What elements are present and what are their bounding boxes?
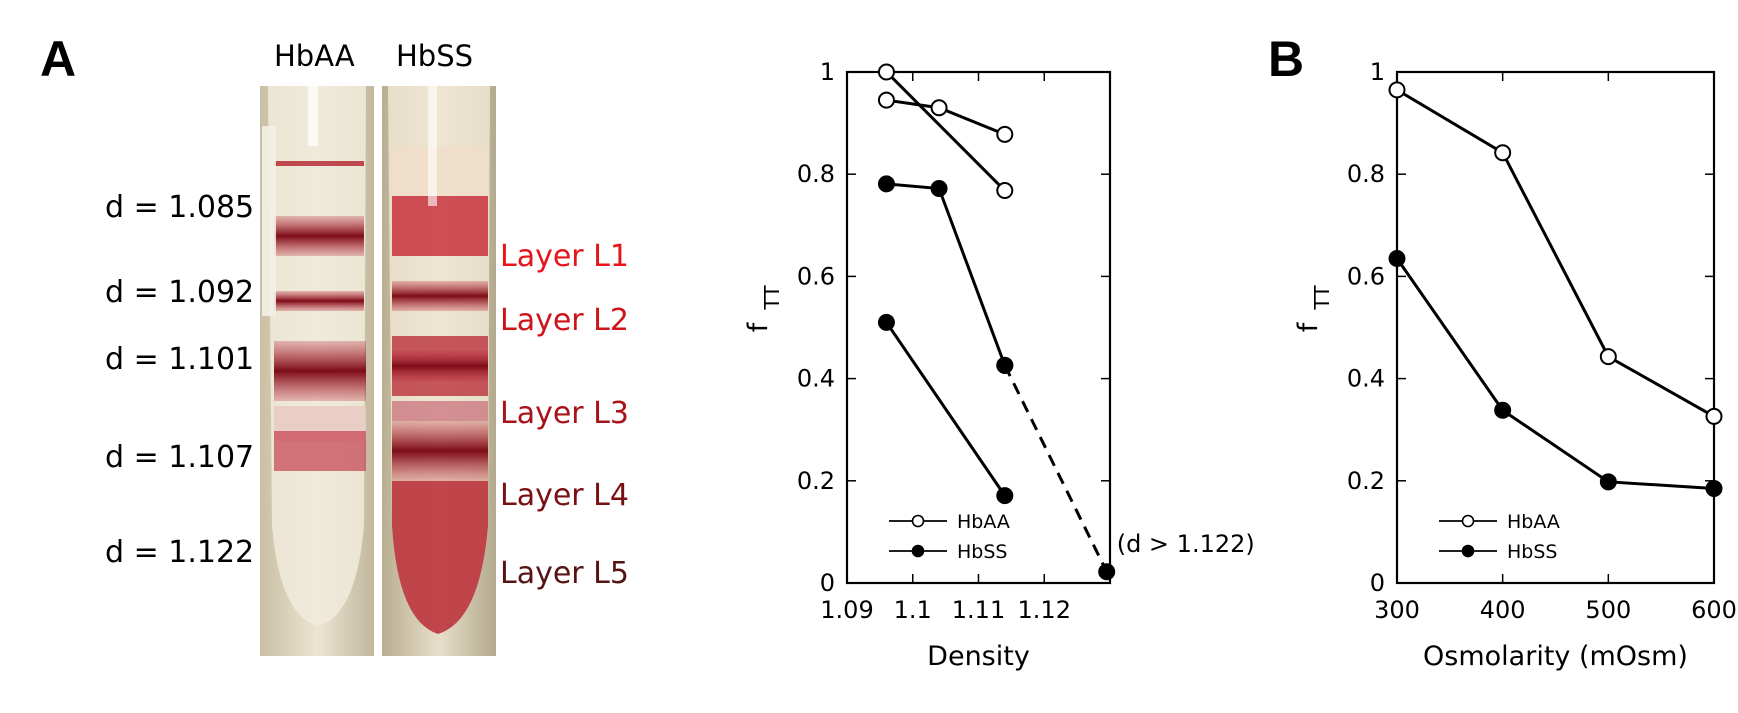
data-point-hbss	[996, 487, 1014, 505]
panel-label-a: A	[40, 31, 77, 87]
data-point-hbss	[1599, 473, 1617, 491]
density-label: d = 1.122	[105, 535, 255, 570]
data-point-hbaa	[1599, 348, 1617, 366]
data-point-hbaa	[877, 91, 895, 109]
tube-label-hbss: HbSS	[396, 39, 474, 73]
y-tick-label: 0.2	[797, 467, 835, 495]
x-axis-label: Density	[927, 641, 1030, 672]
x-tick-label: 300	[1374, 596, 1420, 624]
density-label: d = 1.092	[105, 275, 255, 310]
y-tick-label: 1	[1370, 58, 1385, 86]
y-tick-label: 0	[820, 569, 835, 597]
tube-photos	[260, 86, 496, 656]
density-label: d = 1.107	[105, 440, 255, 475]
layer-label: Layer L2	[500, 303, 629, 338]
density-chart: 1.09 1.1 1.11 1.12 0 0.2 0.4 0.6 0.8 1 Density f TT H…	[743, 58, 1255, 672]
density-label: d = 1.101	[105, 342, 255, 377]
data-point-hbaa	[996, 125, 1014, 143]
osmolarity-chart: 300 400 500 600 0 0.2 0.4 0.6 0.8 1 Osmolarity (mO…	[1293, 58, 1737, 672]
legend-label: HbSS	[1507, 541, 1557, 563]
layer-label: Layer L4	[500, 478, 629, 513]
y-tick-label: 1	[820, 58, 835, 86]
y-tick-label: 0.4	[797, 365, 835, 393]
y-tick-label: 0	[1370, 569, 1385, 597]
y-axis-label-main: f	[743, 321, 774, 332]
data-point-hbss	[996, 356, 1014, 374]
series-line-hbss	[885, 321, 1007, 497]
legend-label: HbSS	[957, 541, 1007, 563]
y-tick-label: 0.6	[797, 262, 835, 290]
y-axis-label: f TT	[1293, 285, 1334, 333]
y-tick-label: 0.8	[1347, 160, 1385, 188]
data-point-hbss	[1494, 401, 1512, 419]
density-label: d = 1.085	[105, 190, 255, 225]
x-tick-label: 1.12	[1018, 596, 1071, 624]
x-tick-label: 400	[1480, 596, 1526, 624]
data-point-hbaa	[930, 99, 948, 117]
legend-marker-hbaa	[1461, 514, 1475, 528]
series-line-hbss	[886, 182, 1007, 366]
chart-annotation: (d > 1.122)	[1117, 530, 1255, 558]
layer-label: Layer L3	[500, 396, 629, 431]
data-point-hbaa	[996, 182, 1014, 200]
tube-hbss	[382, 86, 496, 656]
y-tick-label: 0.8	[797, 160, 835, 188]
series-line-hbss	[1003, 364, 1109, 573]
data-point-hbaa	[1388, 81, 1406, 99]
x-tick-label: 600	[1691, 596, 1737, 624]
tube-hbaa	[260, 86, 374, 656]
x-tick-label: 1.1	[894, 596, 932, 624]
y-tick-label: 0.6	[1347, 262, 1385, 290]
data-point-hbss	[1705, 479, 1723, 497]
y-axis-label-sub: TT	[760, 285, 784, 311]
legend-marker-hbss	[911, 544, 925, 558]
legend-marker-hbss	[1461, 544, 1475, 558]
series-line-hbss	[1395, 257, 1715, 490]
layer-label: Layer L5	[500, 556, 629, 591]
data-point-hbss	[877, 175, 895, 193]
series-line-hbaa	[1396, 88, 1715, 418]
plot-frame	[1395, 70, 1716, 585]
legend-label: HbAA	[957, 511, 1010, 533]
tube-label-hbaa: HbAA	[274, 39, 355, 73]
data-point-hbaa	[877, 63, 895, 81]
layer-label: Layer L1	[500, 239, 629, 274]
legend-marker-hbaa	[911, 514, 925, 528]
data-point-hbss	[877, 313, 895, 331]
y-tick-label: 0.2	[1347, 467, 1385, 495]
panel-label-b: B	[1268, 31, 1305, 87]
data-point-hbaa	[1494, 144, 1512, 162]
y-axis-label-main: f	[1293, 321, 1324, 332]
data-point-hbss	[930, 180, 948, 198]
x-tick-label: 1.09	[820, 596, 873, 624]
data-point-hbss	[1098, 563, 1116, 581]
y-tick-label: 0.4	[1347, 365, 1385, 393]
x-tick-label: 500	[1585, 596, 1631, 624]
data-point-hbaa	[1705, 407, 1723, 425]
y-axis-label: f TT	[743, 285, 784, 333]
legend-label: HbAA	[1507, 511, 1560, 533]
data-point-hbss	[1388, 250, 1406, 268]
x-axis-label: Osmolarity (mOsm)	[1423, 641, 1688, 672]
y-axis-label-sub: TT	[1310, 285, 1334, 311]
x-tick-label: 1.11	[952, 596, 1005, 624]
series-line-hbaa	[885, 70, 1006, 192]
